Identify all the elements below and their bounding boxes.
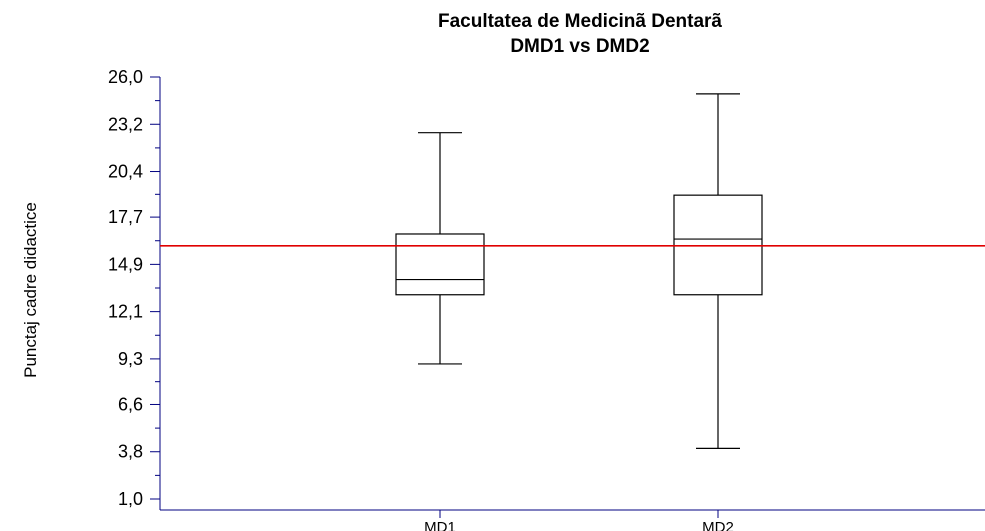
- x-tick-label: MD2: [702, 519, 734, 531]
- y-tick-label: 12,1: [108, 302, 143, 322]
- y-tick-label: 3,8: [118, 442, 143, 462]
- y-axis-label: Punctaj cadre didactice: [21, 202, 40, 378]
- chart-subtitle: DMD1 vs DMD2: [510, 36, 649, 57]
- y-tick-label: 6,6: [118, 394, 143, 414]
- box-md1: [395, 132, 485, 365]
- axes: 26,0 23,2 20,4 17,7 14,9 12,1 9,3 6,6 3,8 1,0 MD1 M…: [108, 67, 985, 531]
- iqr-box: [395, 233, 485, 296]
- iqr-box: [673, 194, 763, 296]
- y-tick-label: 17,7: [108, 207, 143, 227]
- y-tick-label: 23,2: [108, 114, 143, 134]
- y-tick-label: 9,3: [118, 349, 143, 369]
- chart-title: Facultatea de Medicinã Dentarã: [438, 11, 722, 32]
- plot-area: [160, 93, 985, 449]
- y-tick-label: 1,0: [118, 489, 143, 509]
- y-tick-label: 20,4: [108, 162, 143, 182]
- y-tick-label: 26,0: [108, 67, 143, 87]
- box-md2: [673, 93, 763, 449]
- x-tick-label: MD1: [424, 519, 456, 531]
- y-tick-label: 14,9: [108, 254, 143, 274]
